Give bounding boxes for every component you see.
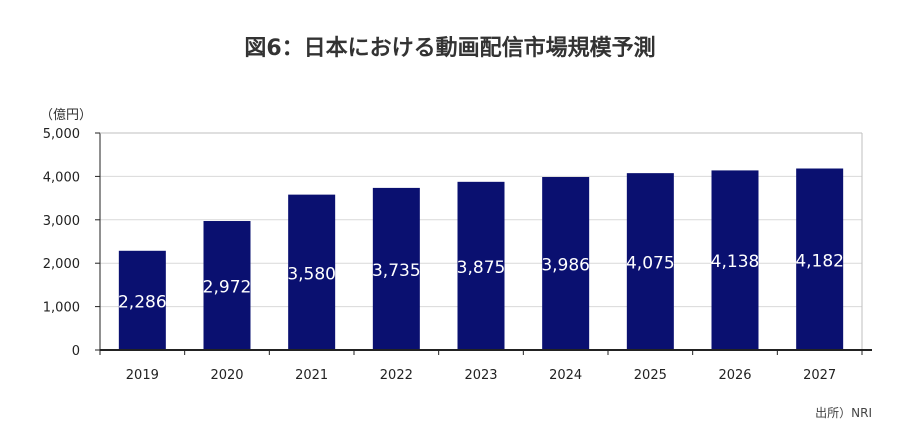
y-tick-label: 2,000 [43, 257, 80, 272]
x-tick-label: 2026 [718, 368, 751, 383]
chart-title: 図6：日本における動画配信市場規模予測 [244, 36, 656, 61]
bar [796, 168, 844, 350]
data-label: 4,182 [795, 251, 844, 271]
x-tick-label: 2022 [380, 368, 413, 383]
axes [95, 132, 872, 355]
bar [626, 173, 674, 350]
data-label: 4,138 [711, 252, 760, 272]
x-tick-label: 2024 [549, 368, 582, 383]
bars [118, 168, 844, 350]
y-axis-unit-label: （億円） [40, 108, 93, 123]
x-tick-label: 2021 [295, 368, 328, 383]
bar [542, 177, 590, 350]
y-tick-label: 5,000 [43, 127, 80, 142]
y-tick-label: 0 [72, 344, 80, 359]
data-label: 4,075 [626, 254, 675, 274]
bar [288, 194, 336, 350]
x-tick-label: 2020 [210, 368, 243, 383]
bar [711, 170, 759, 350]
bar [372, 187, 420, 350]
x-tick-label: 2025 [634, 368, 667, 383]
bar [118, 250, 166, 350]
data-label: 3,580 [287, 264, 336, 284]
data-label: 3,986 [541, 256, 590, 276]
y-tick-label: 3,000 [43, 214, 80, 229]
bar [203, 221, 251, 350]
bar [457, 181, 505, 350]
source-note: 出所）NRI [815, 406, 872, 420]
x-tick-label: 2023 [464, 368, 497, 383]
data-label: 2,286 [118, 292, 167, 312]
x-tick-label: 2027 [803, 368, 836, 383]
y-tick-label: 1,000 [43, 301, 80, 316]
data-label: 3,735 [372, 261, 421, 281]
data-label: 3,875 [457, 258, 506, 278]
x-tick-label: 2019 [126, 368, 159, 383]
data-label: 2,972 [203, 278, 252, 298]
labels: 0 1,000 2,000 3,000 4,000 5,000 2,286 2019 2,972… [43, 127, 844, 383]
y-tick-label: 4,000 [43, 170, 80, 185]
